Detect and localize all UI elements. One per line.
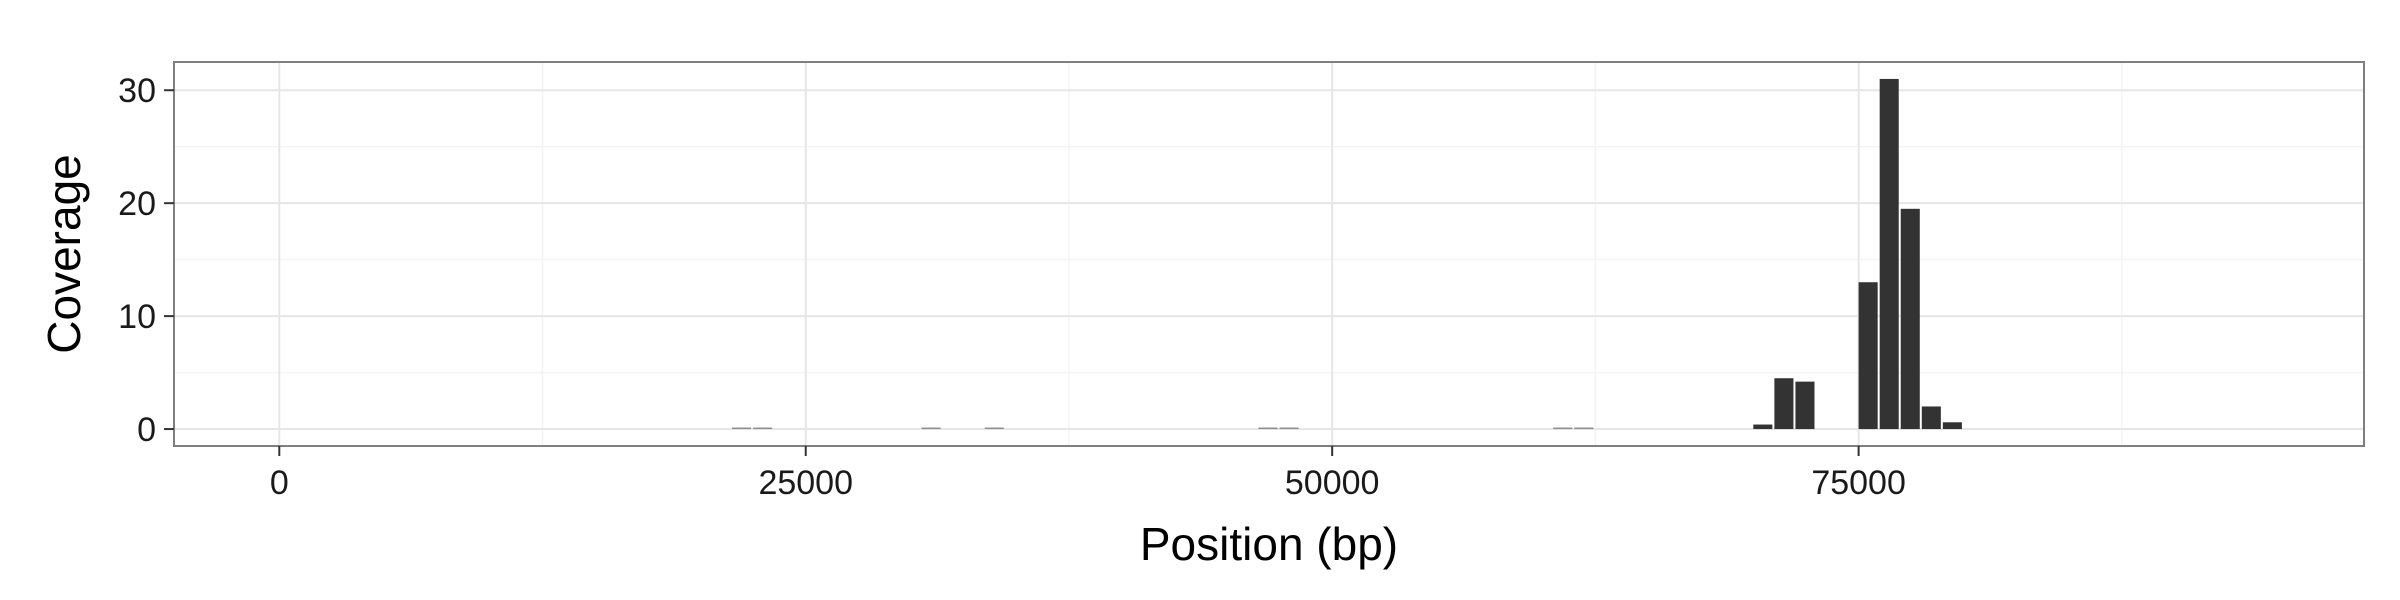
y-tick-label: 10 xyxy=(118,298,156,336)
bar xyxy=(1774,378,1794,430)
bar xyxy=(1574,427,1594,430)
y-axis-ticks: 0 10 20 30 xyxy=(118,72,174,449)
bar xyxy=(1942,422,1962,430)
y-tick-label: 30 xyxy=(118,72,156,110)
bar xyxy=(1279,427,1299,430)
x-axis-title: Position (bp) xyxy=(1140,518,1398,570)
bar xyxy=(732,427,752,430)
plot-panel xyxy=(174,62,2364,446)
y-tick-label: 20 xyxy=(118,185,156,223)
bar xyxy=(1879,78,1899,430)
bar xyxy=(1795,381,1815,430)
bar xyxy=(1858,282,1878,430)
y-tick-label: 0 xyxy=(137,411,156,449)
bar xyxy=(1258,427,1278,430)
bar xyxy=(1753,424,1773,430)
major-grid xyxy=(174,62,2364,446)
plot-border xyxy=(173,61,2365,447)
x-axis-ticks: 0 25000 50000 75000 xyxy=(270,446,1906,502)
bars xyxy=(732,78,1962,430)
y-axis-title: Coverage xyxy=(38,154,90,353)
bar xyxy=(984,427,1004,430)
x-tick-label: 0 xyxy=(270,464,289,502)
bar xyxy=(1921,406,1941,430)
x-tick-label: 50000 xyxy=(1285,464,1380,502)
minor-grid xyxy=(174,62,2364,446)
bar xyxy=(921,427,941,430)
x-tick-label: 75000 xyxy=(1811,464,1906,502)
x-tick-label: 25000 xyxy=(758,464,853,502)
bar xyxy=(1553,427,1573,430)
bar xyxy=(753,427,773,430)
bar xyxy=(1900,208,1920,430)
